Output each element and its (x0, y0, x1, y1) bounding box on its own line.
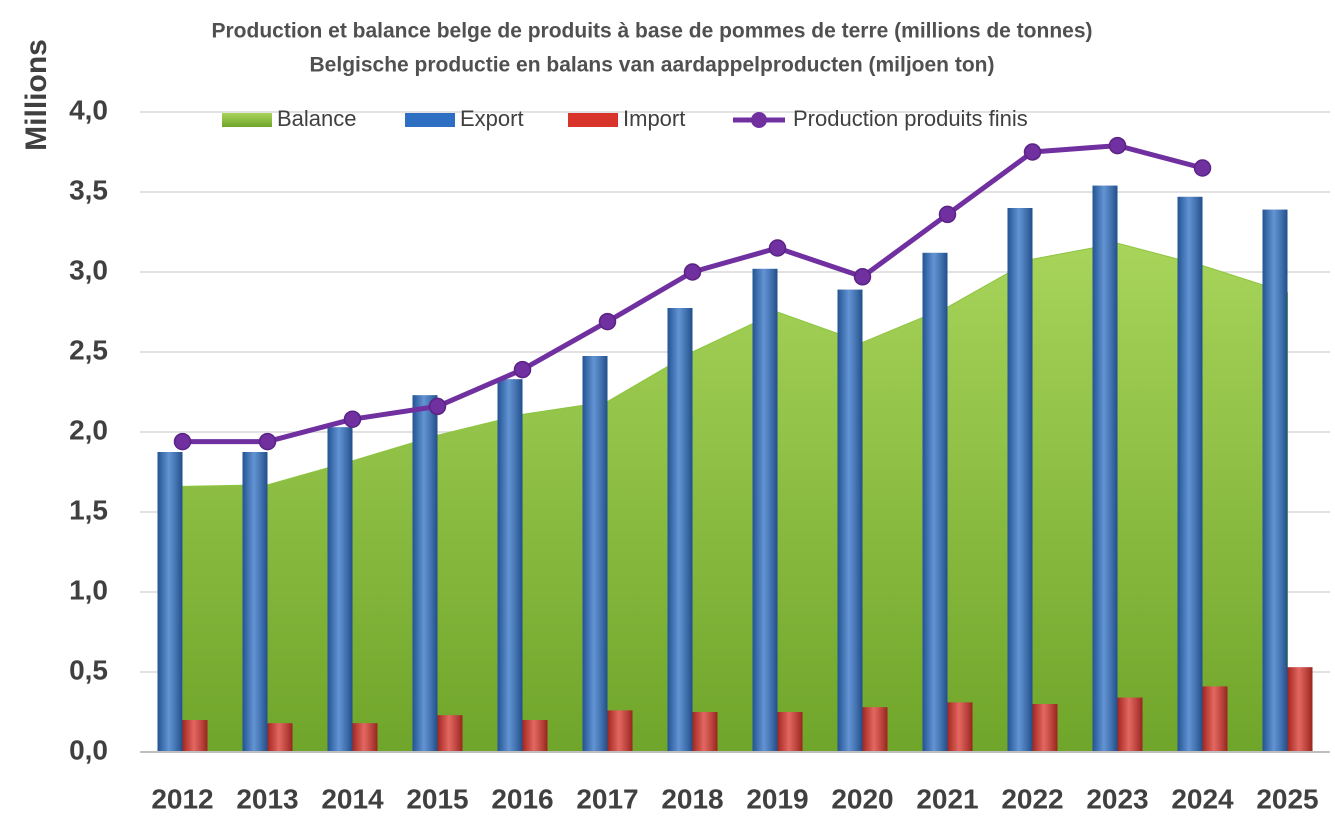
bar-shade (1202, 686, 1228, 752)
line-marker (173, 432, 192, 451)
bar-shade (352, 723, 378, 752)
y-axis-label: Millions (20, 39, 53, 151)
bar-shade (667, 308, 693, 752)
bar-shade (837, 289, 863, 752)
y-tick-label: 4,0 (69, 94, 108, 125)
bar-shade (1287, 667, 1313, 752)
line-marker (1023, 143, 1042, 161)
bar-shade (692, 712, 718, 752)
legend-swatch (405, 113, 455, 127)
bar-shade (497, 379, 523, 752)
bar-shade (437, 715, 463, 752)
bar-shade (1177, 196, 1203, 753)
bar-shade (947, 702, 973, 752)
legend-label: Export (460, 106, 524, 131)
line-marker (258, 432, 277, 451)
line-marker (598, 312, 617, 331)
bar-shade (1092, 185, 1118, 753)
bar-shade (922, 252, 948, 753)
x-tick-label: 2024 (1171, 783, 1234, 814)
x-tick-label: 2025 (1256, 783, 1318, 814)
legend-swatch (222, 113, 272, 127)
y-tick-label: 0,5 (69, 654, 108, 685)
x-tick-label: 2015 (406, 783, 468, 814)
bar-shade (242, 452, 268, 752)
line-marker (343, 410, 362, 428)
bar-shade (752, 268, 778, 752)
bar-shade (412, 395, 438, 752)
bar-shade (582, 356, 608, 752)
bar-shade (1032, 704, 1058, 752)
legend-label: Import (623, 106, 685, 131)
x-tick-label: 2023 (1086, 783, 1148, 814)
bar-shade (607, 710, 633, 752)
bar-shade (1007, 208, 1033, 752)
line-marker (938, 205, 957, 224)
y-tick-label: 3,0 (69, 254, 108, 285)
y-tick-label: 1,0 (69, 574, 108, 605)
x-tick-label: 2018 (661, 783, 723, 814)
y-tick-label: 3,5 (69, 174, 108, 205)
legend-swatch (751, 112, 767, 128)
x-tick-label: 2021 (916, 783, 978, 814)
x-tick-label: 2016 (491, 783, 553, 814)
bar-shade (522, 720, 548, 752)
x-tick-label: 2013 (236, 783, 298, 814)
y-tick-label: 1,5 (69, 494, 108, 525)
bar-shade (327, 427, 353, 752)
bar-shade (777, 712, 803, 752)
bar-shade (157, 452, 183, 752)
chart-subtitle: Belgische productie en balans van aardap… (310, 54, 995, 77)
line-marker (428, 397, 447, 416)
bar-shade (182, 720, 208, 752)
bar-shade (1262, 209, 1288, 753)
bar-shade (267, 723, 293, 752)
line-marker (1193, 159, 1212, 177)
y-tick-label: 2,0 (69, 414, 108, 445)
x-tick-label: 2014 (321, 783, 384, 814)
bar-shade (862, 707, 888, 752)
x-tick-label: 2020 (831, 783, 893, 814)
x-tick-label: 2019 (746, 783, 808, 814)
legend-label: Balance (277, 106, 357, 131)
y-tick-label: 2,5 (69, 334, 108, 365)
chart-title: Production et balance belge de produits … (211, 20, 1092, 43)
bar-shade (1117, 697, 1143, 752)
y-tick-label: 0,0 (69, 734, 108, 765)
x-tick-label: 2012 (151, 783, 213, 814)
legend-swatch (568, 113, 618, 127)
line-marker (768, 239, 787, 257)
line-marker (853, 268, 872, 286)
x-tick-label: 2017 (576, 783, 638, 814)
x-tick-label: 2022 (1001, 783, 1063, 814)
legend-label: Production produits finis (793, 106, 1028, 131)
line-marker (683, 263, 702, 281)
line-marker (1108, 136, 1127, 155)
line-marker (513, 360, 532, 379)
